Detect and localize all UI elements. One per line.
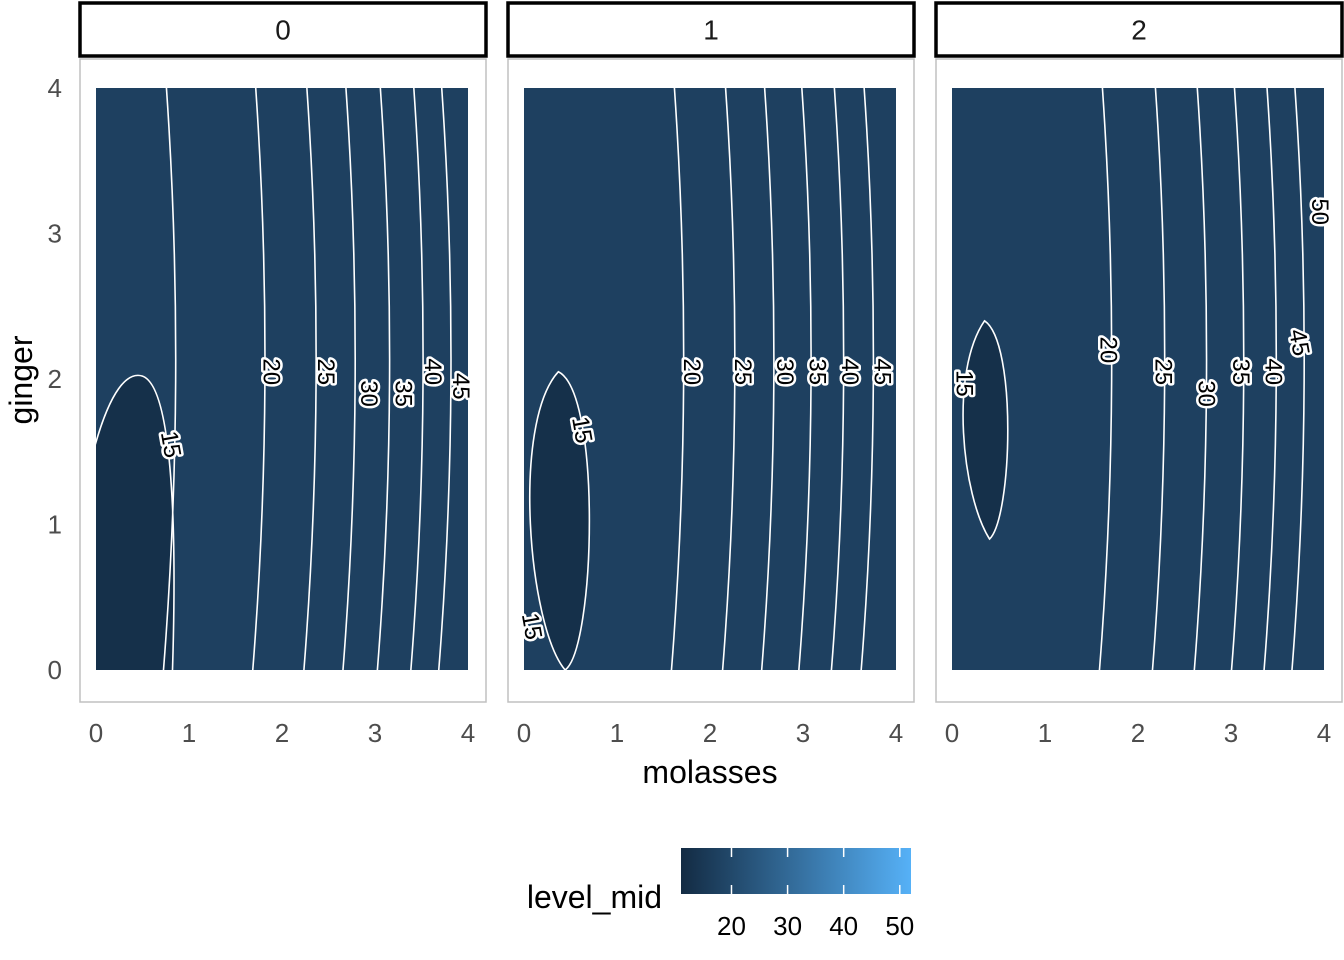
- contour-label: 35: [389, 380, 416, 407]
- contour-line: [303, 88, 317, 670]
- legend-tick-label: 50: [885, 911, 914, 941]
- contour-line: [670, 88, 685, 670]
- contour-label: 35: [1227, 358, 1254, 385]
- facet-strip: [506, 1, 916, 58]
- contour-line: [1193, 88, 1208, 670]
- legend-ticks: 20 30 40 50: [717, 848, 914, 941]
- y-axis-title: ginger: [3, 335, 39, 424]
- contour-label: 30: [355, 380, 382, 407]
- y-tick-label: 1: [48, 510, 62, 540]
- contour-band-low: [962, 319, 1009, 541]
- contour-label: 20: [1095, 337, 1122, 364]
- x-tick-label: 3: [796, 718, 810, 748]
- contour-label: 25: [1150, 358, 1177, 385]
- contour-line: [342, 88, 356, 670]
- contour-label: 45: [1283, 327, 1314, 358]
- contour-line: [721, 88, 736, 670]
- facet-strip: [934, 1, 1344, 58]
- contour-label: 30: [1192, 380, 1219, 407]
- contour-label: 50: [1306, 198, 1333, 225]
- x-tick-label: 1: [182, 718, 196, 748]
- facet-strip-label: 0: [275, 15, 291, 46]
- contour-field: [952, 88, 1324, 670]
- x-tick-label: 3: [368, 718, 382, 748]
- facet-strip-label: 1: [703, 15, 719, 46]
- contour-label: 35: [803, 358, 830, 385]
- x-tick-label: 4: [461, 718, 475, 748]
- contour-line: [1151, 88, 1166, 670]
- y-tick-label: 3: [48, 219, 62, 249]
- contour-band-low: [528, 370, 591, 670]
- contour-label: 45: [869, 358, 896, 385]
- contour-label: 15: [951, 370, 978, 397]
- contour-label: 15: [155, 429, 186, 460]
- contour-label: 45: [447, 373, 474, 400]
- contour-band: [96, 88, 468, 670]
- contour-label: 15: [516, 611, 547, 642]
- x-tick-label: 1: [1038, 718, 1052, 748]
- y-axis: 0 1 2 3 4: [48, 73, 62, 685]
- contour-band: [524, 88, 896, 670]
- contour-line: [162, 88, 177, 670]
- x-tick-label: 0: [945, 718, 959, 748]
- contour-label: 30: [771, 358, 798, 385]
- x-tick-label: 2: [1131, 718, 1145, 748]
- contour-line: [1230, 88, 1245, 670]
- contour-label: 20: [678, 358, 705, 385]
- facet-strip-label: 2: [1131, 15, 1147, 46]
- contour-band: [952, 88, 1324, 670]
- contour-line: [860, 88, 875, 670]
- contour-label: 25: [312, 358, 339, 385]
- legend-colorbar: [681, 848, 911, 894]
- legend-title: level_mid: [527, 879, 662, 915]
- x-tick-label: 4: [1317, 718, 1331, 748]
- facet-strip: [78, 1, 488, 58]
- contour-label: 20: [257, 358, 284, 385]
- contour-line: [760, 88, 775, 670]
- x-tick-label: 0: [517, 718, 531, 748]
- contour-field: [524, 88, 896, 670]
- x-tick-label: 2: [275, 718, 289, 748]
- contour-label: 25: [729, 358, 756, 385]
- contour-line: [798, 88, 812, 670]
- color-legend: level_mid 20 30 40 50: [527, 848, 914, 941]
- x-tick-label: 3: [1224, 718, 1238, 748]
- y-tick-label: 0: [48, 655, 62, 685]
- y-tick-label: 2: [48, 364, 62, 394]
- contour-line: [1263, 88, 1278, 670]
- contour-band-low: [96, 374, 175, 670]
- x-tick-label: 2: [703, 718, 717, 748]
- panel-border: [507, 58, 915, 703]
- legend-tick-label: 20: [717, 911, 746, 941]
- contour-label: 40: [1259, 358, 1286, 385]
- x-tick-label: 4: [889, 718, 903, 748]
- contour-label: 15: [566, 414, 597, 445]
- legend-tick-label: 40: [829, 911, 858, 941]
- contour-field: [96, 88, 468, 670]
- x-tick-label: 1: [610, 718, 624, 748]
- contour-line: [1291, 88, 1305, 670]
- panel-border: [935, 58, 1343, 703]
- legend-tick-label: 30: [773, 911, 802, 941]
- x-axis-title: molasses: [642, 754, 777, 790]
- facet-panel-1: 1 15 15 20 25 30 35 40 45 0 1 2 3 4: [506, 1, 916, 748]
- contour-label: 40: [836, 358, 863, 385]
- contour-line: [376, 88, 391, 670]
- y-tick-label: 4: [48, 73, 62, 103]
- contour-line: [410, 88, 424, 670]
- contour-line: [830, 88, 845, 670]
- contour-line: [1098, 88, 1113, 670]
- contour-line: [251, 88, 266, 670]
- panel-border: [79, 58, 487, 703]
- contour-line: [437, 88, 452, 670]
- axis-titles: molasses ginger: [3, 335, 778, 790]
- contour-label: 40: [419, 358, 446, 385]
- x-tick-label: 0: [89, 718, 103, 748]
